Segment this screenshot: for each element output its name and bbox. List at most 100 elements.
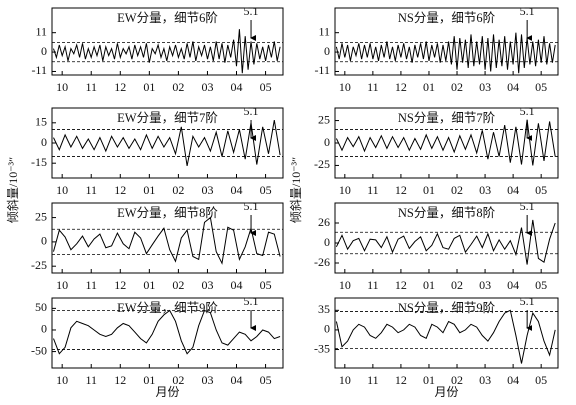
x-tick-label: 12 — [395, 183, 407, 197]
x-tick-label: 11 — [367, 183, 379, 197]
panel-frame — [51, 7, 284, 76]
x-tick-label: 10 — [339, 278, 351, 292]
x-axis-label: 月份 — [155, 385, 179, 399]
y-tick-label: -50 — [31, 343, 47, 357]
x-tick-label: 10 — [56, 183, 68, 197]
y-tick-label: 0 — [324, 135, 330, 149]
y-tick-label: -25 — [314, 157, 330, 171]
x-tick-label: 12 — [114, 183, 126, 197]
x-tick-label: 12 — [395, 278, 407, 292]
x-tick-label: 11 — [367, 373, 379, 387]
y-tick-label: 11 — [35, 24, 47, 38]
panel-title: EW分量，细节7阶 — [117, 111, 218, 125]
x-tick-label: 02 — [451, 373, 463, 387]
x-tick-label: 04 — [231, 80, 243, 94]
x-tick-label: 10 — [339, 183, 351, 197]
panel-title: NS分量，细节6阶 — [398, 11, 496, 25]
x-tick-label: 05 — [260, 183, 272, 197]
x-tick-label: 01 — [423, 80, 435, 94]
event-label: 5.1 — [520, 294, 535, 308]
event-label: 5.1 — [520, 4, 535, 18]
x-tick-label: 11 — [85, 278, 97, 292]
x-tick-label: 02 — [451, 80, 463, 94]
y-axis-label: 倾斜量/10⁻³″ — [289, 157, 303, 223]
event-label: 5.1 — [244, 199, 259, 213]
x-tick-label: 05 — [535, 278, 547, 292]
x-tick-label: 11 — [85, 373, 97, 387]
x-tick-label: 01 — [143, 373, 155, 387]
event-label: 5.1 — [244, 104, 259, 118]
x-tick-label: 12 — [114, 373, 126, 387]
x-tick-label: 04 — [231, 373, 243, 387]
panel-title: NS分量，细节9阶 — [398, 301, 496, 315]
x-tick-label: 05 — [260, 373, 272, 387]
data-line — [335, 32, 556, 74]
x-tick-label: 02 — [172, 183, 184, 197]
x-tick-label: 04 — [507, 278, 519, 292]
y-tick-label: 0 — [41, 234, 47, 248]
panel-frame — [334, 297, 559, 369]
y-tick-label: 15 — [35, 115, 47, 129]
x-tick-label: 12 — [114, 278, 126, 292]
y-tick-label: -25 — [31, 258, 47, 272]
x-tick-label: 12 — [395, 373, 407, 387]
x-tick-label: 12 — [395, 80, 407, 94]
x-axis-label: 月份 — [434, 385, 458, 399]
x-tick-label: 04 — [231, 278, 243, 292]
x-tick-label: 03 — [201, 80, 213, 94]
panel-title: NS分量，细节8阶 — [398, 206, 496, 220]
panel-frame — [51, 297, 284, 369]
data-line — [53, 216, 281, 265]
y-tick-label: 50 — [35, 300, 47, 314]
x-tick-label: 01 — [143, 183, 155, 197]
y-tick-label: 25 — [35, 209, 47, 223]
x-tick-label: 05 — [260, 278, 272, 292]
y-tick-label: 35 — [318, 302, 330, 316]
y-tick-label: 0 — [324, 44, 330, 58]
x-tick-label: 04 — [507, 80, 519, 94]
x-tick-label: 02 — [172, 80, 184, 94]
x-tick-label: 02 — [172, 373, 184, 387]
x-tick-label: 05 — [535, 373, 547, 387]
x-tick-label: 05 — [260, 80, 272, 94]
data-line — [335, 219, 556, 265]
panel-title: EW分量，细节6阶 — [117, 11, 218, 25]
y-tick-label: -35 — [314, 341, 330, 355]
panel-title: EW分量，细节9阶 — [117, 301, 218, 315]
panel-title: EW分量，细节8阶 — [117, 206, 218, 220]
x-tick-label: 04 — [231, 183, 243, 197]
event-label: 5.1 — [244, 294, 259, 308]
x-tick-label: 12 — [114, 80, 126, 94]
y-tick-label: 0 — [324, 235, 330, 249]
event-label: 5.1 — [520, 104, 535, 118]
x-tick-label: 10 — [339, 373, 351, 387]
panel-title: NS分量，细节7阶 — [398, 111, 496, 125]
x-tick-label: 11 — [85, 183, 97, 197]
x-tick-label: 10 — [339, 80, 351, 94]
data-line — [335, 119, 556, 166]
data-line — [335, 309, 556, 364]
x-tick-label: 02 — [451, 278, 463, 292]
x-tick-label: 03 — [201, 373, 213, 387]
x-tick-label: 03 — [201, 183, 213, 197]
y-axis-label: 倾斜量/10⁻³″ — [6, 157, 20, 223]
x-tick-label: 11 — [367, 278, 379, 292]
x-tick-label: 10 — [56, 278, 68, 292]
panel-frame — [51, 202, 284, 274]
y-tick-label: 11 — [318, 24, 330, 38]
x-tick-label: 05 — [535, 183, 547, 197]
panel-frame — [334, 7, 559, 76]
x-tick-label: 02 — [451, 183, 463, 197]
x-tick-label: 04 — [507, 183, 519, 197]
x-tick-label: 10 — [56, 80, 68, 94]
x-tick-label: 11 — [85, 80, 97, 94]
x-tick-label: 02 — [172, 278, 184, 292]
x-tick-label: 04 — [507, 373, 519, 387]
y-tick-label: 0 — [41, 135, 47, 149]
x-tick-label: 01 — [423, 278, 435, 292]
y-tick-label: -11 — [31, 63, 47, 77]
x-tick-label: 01 — [143, 80, 155, 94]
y-tick-label: -11 — [314, 63, 330, 77]
x-tick-label: 03 — [479, 278, 491, 292]
